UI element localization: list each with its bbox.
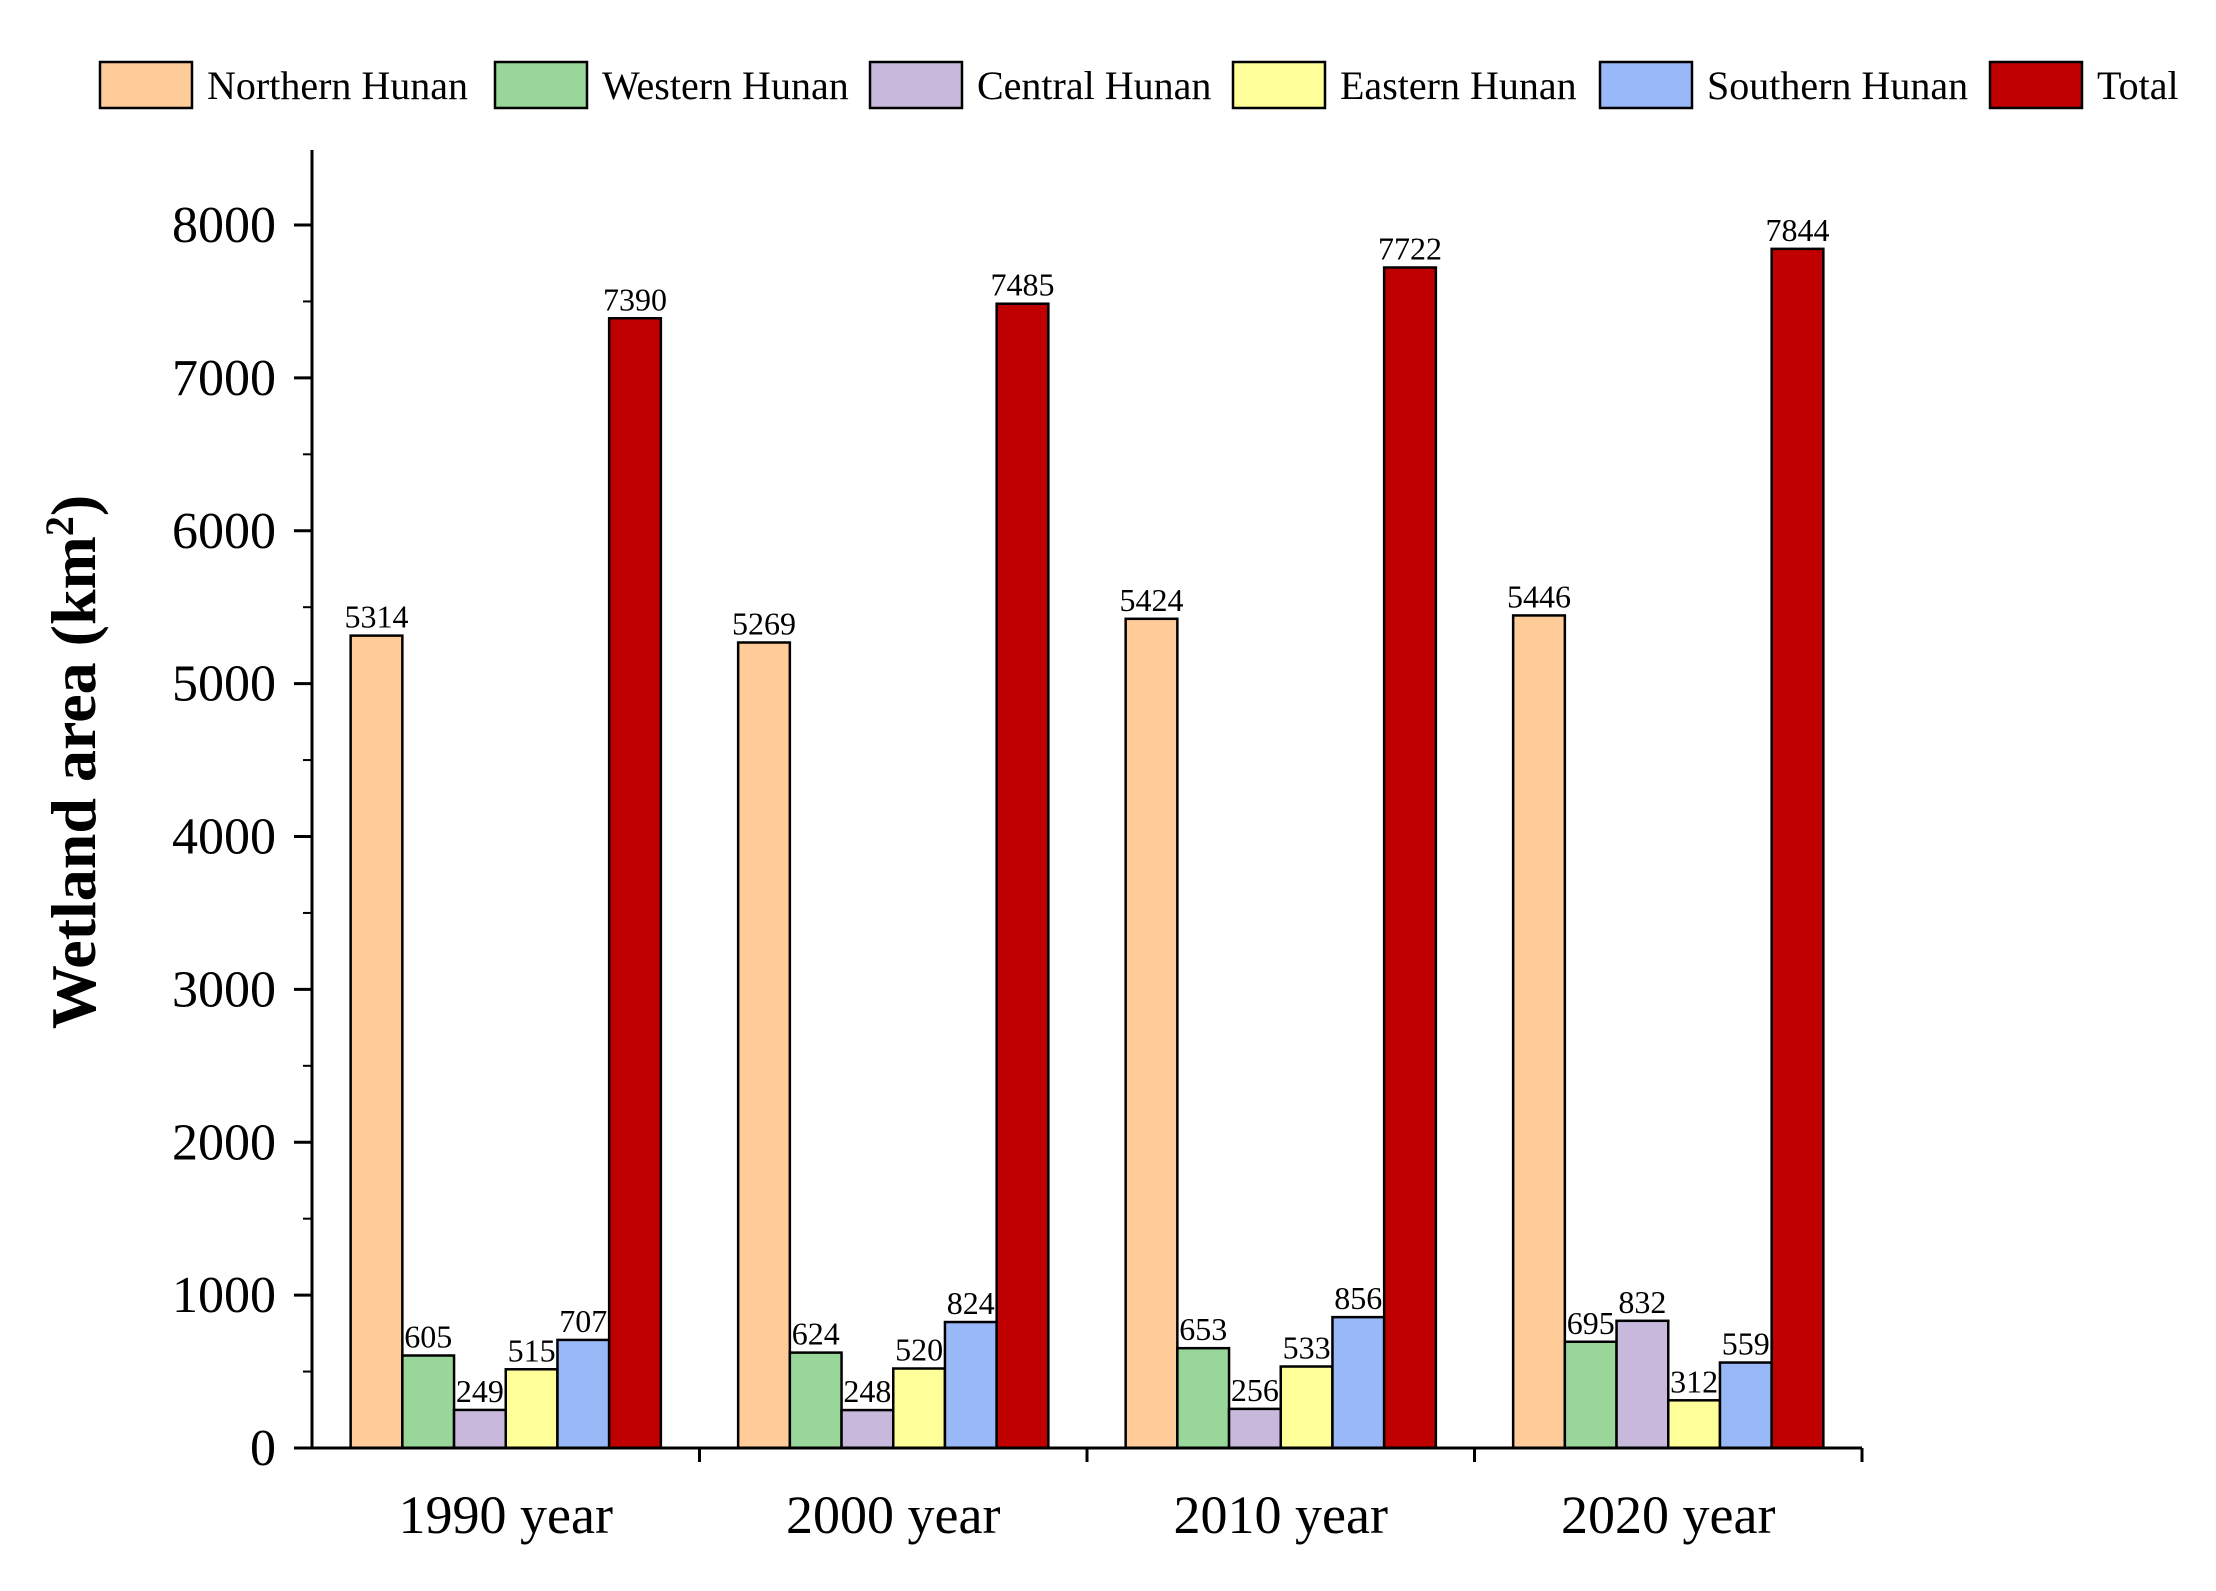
bar-southern-hunan: [1331, 1315, 1386, 1450]
y-axis-label-main: Wetland area (km: [38, 536, 109, 1029]
bar-northern-hunan: [1124, 617, 1179, 1450]
data-label: 832: [1618, 1284, 1666, 1320]
x-tick-label: 2020 year: [1561, 1485, 1775, 1545]
bar-western-hunan: [401, 1354, 456, 1450]
data-label: 653: [1179, 1311, 1227, 1347]
y-tick-label: 0: [250, 1420, 276, 1477]
data-label: 7722: [1378, 230, 1442, 266]
data-label: 312: [1670, 1363, 1718, 1399]
y-tick-label: 6000: [172, 503, 276, 560]
bar-total: [1382, 266, 1438, 1450]
legend-label: Central Hunan: [977, 63, 1211, 108]
bar-southern-hunan: [943, 1320, 998, 1450]
bars: [349, 247, 1825, 1450]
bar-central-hunan: [452, 1408, 507, 1450]
x-tick-label: 2010 year: [1174, 1485, 1388, 1545]
data-label: 695: [1567, 1305, 1615, 1341]
legend-swatch: [1988, 60, 2084, 110]
legend-swatch: [868, 60, 964, 110]
data-label: 248: [843, 1373, 891, 1409]
bar-southern-hunan: [1718, 1361, 1773, 1450]
legend-label: Western Hunan: [602, 63, 849, 108]
bar-northern-hunan: [349, 634, 404, 1450]
data-label: 605: [404, 1319, 452, 1355]
data-label: 624: [792, 1316, 840, 1352]
data-label: 249: [456, 1373, 504, 1409]
bar-central-hunan: [1615, 1319, 1670, 1450]
legend-label: Total: [2097, 63, 2179, 108]
x-tick-label: 1990 year: [399, 1485, 613, 1545]
y-axis-label-close: ): [38, 495, 109, 516]
data-label: 5269: [732, 606, 796, 642]
y-tick-label: 1000: [172, 1267, 276, 1324]
legend-swatch: [98, 60, 194, 110]
bar-eastern-hunan: [1667, 1399, 1722, 1450]
bar-eastern-hunan: [1279, 1365, 1334, 1450]
data-label: 707: [559, 1303, 607, 1339]
legend-swatch: [1231, 60, 1327, 110]
bar-eastern-hunan: [892, 1367, 947, 1450]
data-label: 520: [895, 1332, 943, 1368]
bar-total: [607, 317, 663, 1450]
data-label: 5314: [345, 599, 409, 635]
legend-label: Eastern Hunan: [1340, 63, 1577, 108]
legend-label: Southern Hunan: [1707, 63, 1968, 108]
data-label: 856: [1334, 1280, 1382, 1316]
bar-western-hunan: [1563, 1340, 1618, 1450]
y-tick-label: 2000: [172, 1114, 276, 1171]
bar-western-hunan: [788, 1351, 843, 1450]
legend-swatch: [493, 60, 589, 110]
data-label: 824: [947, 1285, 995, 1321]
x-tick-label: 2000 year: [786, 1485, 1000, 1545]
bar-northern-hunan: [1511, 614, 1567, 1450]
y-tick-label: 7000: [172, 350, 276, 407]
legend-label: Northern Hunan: [207, 63, 468, 108]
bar-northern-hunan: [736, 641, 792, 1450]
y-tick-label: 4000: [172, 809, 276, 866]
axes: 0 1000 2000 3000 4000 5000 6000 7000 8000 1990 ye…: [172, 150, 1864, 1545]
y-tick-label: 8000: [172, 197, 276, 254]
data-label: 7844: [1766, 212, 1830, 248]
legend-swatch: [1598, 60, 1694, 110]
bar-total: [1770, 247, 1825, 1450]
data-label: 5446: [1507, 578, 1571, 614]
data-label: 559: [1722, 1326, 1770, 1362]
data-label: 7485: [991, 267, 1055, 303]
y-axis-label-superscript: 2: [37, 516, 82, 536]
y-axis-label: Wetland area (km2): [37, 495, 110, 1029]
y-tick-label: 3000: [172, 961, 276, 1018]
data-label: 7390: [603, 281, 667, 317]
data-label: 256: [1231, 1372, 1279, 1408]
data-label: 515: [508, 1332, 556, 1368]
bar-central-hunan: [840, 1408, 895, 1450]
bar-southern-hunan: [556, 1338, 611, 1450]
data-label: 533: [1283, 1330, 1331, 1366]
bar-central-hunan: [1227, 1407, 1283, 1450]
legend: Northern Hunan Western Hunan Central Hunan…: [98, 60, 2179, 110]
data-label: 5424: [1120, 582, 1184, 618]
bar-western-hunan: [1176, 1346, 1231, 1450]
bar-total: [995, 302, 1050, 1450]
y-tick-label: 5000: [172, 656, 276, 713]
bar-eastern-hunan: [504, 1368, 559, 1450]
